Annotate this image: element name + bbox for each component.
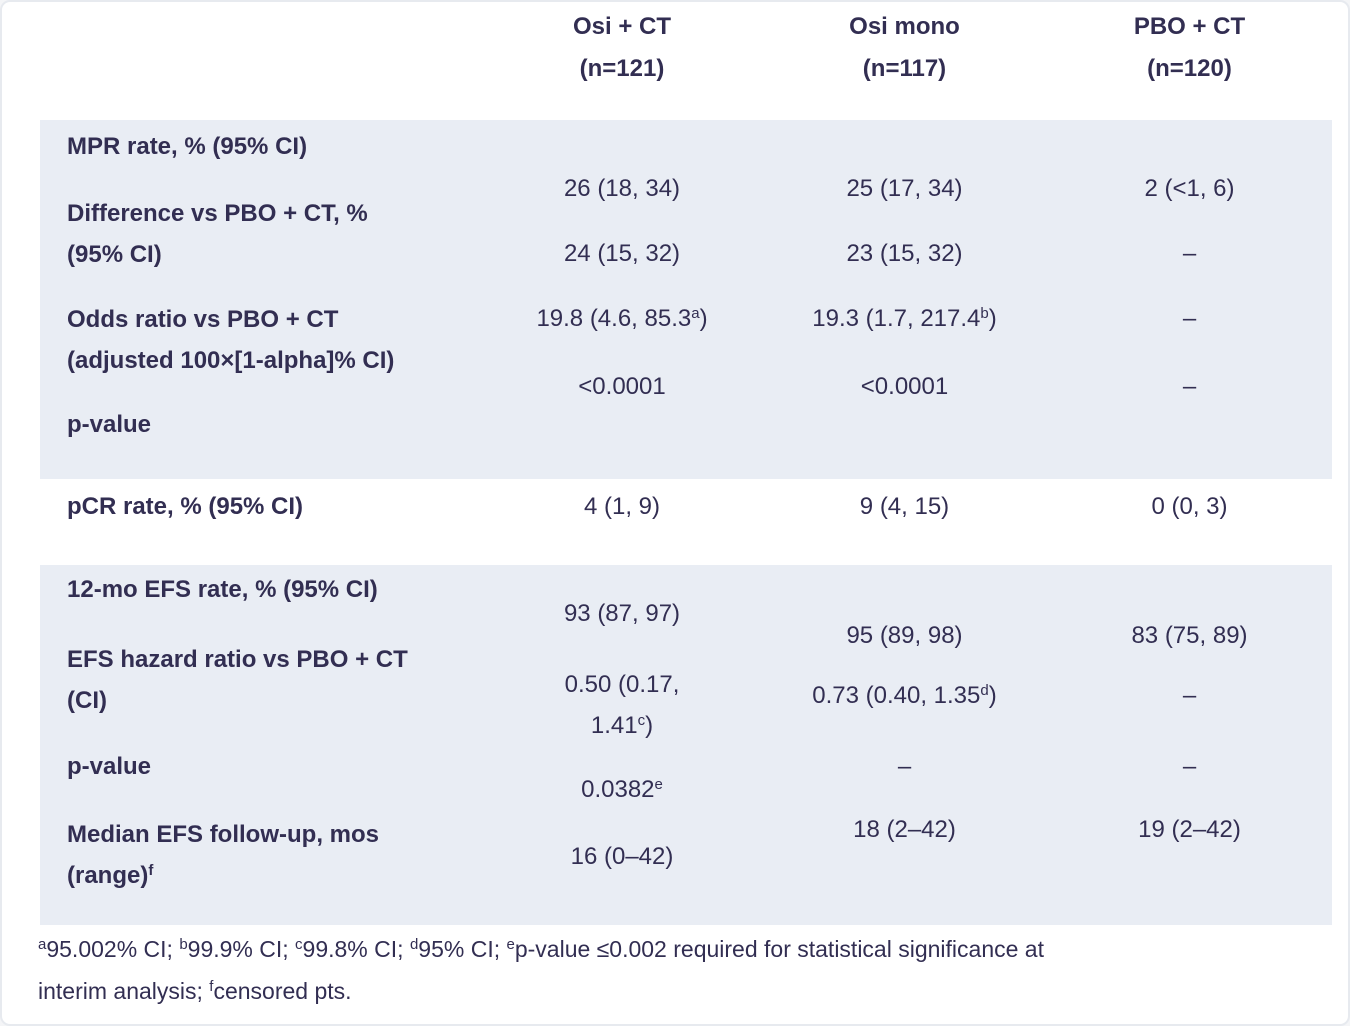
column-header-osi-ct: Osi + CT (n=121)	[482, 6, 762, 90]
value-superscript: c	[637, 712, 646, 729]
value-cell: 0 (0, 3)	[1151, 493, 1228, 520]
value-cell: 9 (4, 15)	[859, 493, 950, 520]
value-cell-dash: –	[1182, 753, 1197, 780]
value-cell: 26 (18, 34)	[563, 175, 681, 202]
value-cell-dash: –	[1182, 373, 1197, 400]
value-cell: 18 (2–42)	[853, 816, 956, 843]
row-label-p-value: p-value	[67, 411, 152, 438]
value-cell: 4 (1, 9)	[583, 493, 661, 520]
value-cell: 93 (87, 97)	[563, 600, 681, 627]
footnote: a95.002% CI; b99.9% CI; c99.8% CI; d95% …	[38, 936, 1044, 1004]
column-header-name: Osi + CT	[572, 13, 672, 40]
footnote-superscript: d	[409, 936, 419, 953]
column-header-osi-mono: Osi mono (n=117)	[762, 6, 1047, 90]
value-cell: 19.3 (1.7, 217.4b)	[812, 305, 997, 332]
value-cell: 0.50 (0.17, 1.41c)	[564, 671, 680, 739]
value-cell: 25 (17, 34)	[846, 175, 963, 202]
value-superscript: e	[654, 776, 663, 793]
value-cell: 95 (89, 98)	[846, 622, 963, 649]
mpr-section-block: MPR rate, % (95% CI) Difference vs PBO +…	[40, 120, 1332, 479]
column-header-n: (n=121)	[579, 55, 665, 82]
footnote-superscript: f	[209, 978, 214, 995]
row-label-median-efs-followup: Median EFS follow-up, mos (range)f	[67, 821, 379, 889]
value-cell: 2 (<1, 6)	[1144, 175, 1235, 202]
row-label-mpr-rate: MPR rate, % (95% CI)	[67, 133, 308, 160]
value-superscript: d	[980, 682, 989, 699]
value-cell: 0.73 (0.40, 1.35d)	[812, 682, 997, 709]
value-superscript: a	[691, 305, 700, 322]
column-header-name: PBO + CT	[1133, 13, 1246, 40]
value-cell-dash: –	[1182, 305, 1197, 332]
row-label-pcr-rate: pCR rate, % (95% CI)	[67, 493, 304, 520]
value-cell: 19 (2–42)	[1138, 816, 1241, 843]
column-header-pbo-ct: PBO + CT (n=120)	[1047, 6, 1332, 90]
row-label-difference: Difference vs PBO + CT, % (95% CI)	[67, 200, 368, 268]
row-label-efs-hazard-ratio: EFS hazard ratio vs PBO + CT (CI)	[67, 646, 408, 714]
value-cell: 23 (15, 32)	[846, 240, 963, 267]
value-cell: 24 (15, 32)	[563, 240, 681, 267]
footnote-superscript: e	[506, 936, 515, 953]
value-cell-dash: –	[1182, 240, 1197, 267]
footnote-superscript: a	[38, 936, 47, 953]
footnote-superscript: c	[295, 936, 303, 953]
column-header-n: (n=117)	[862, 55, 947, 82]
value-cell: 83 (75, 89)	[1131, 622, 1248, 649]
column-header-name: Osi mono	[849, 13, 960, 40]
value-cell: <0.0001	[578, 373, 666, 400]
efs-section-block: 12-mo EFS rate, % (95% CI) EFS hazard ra…	[40, 565, 1332, 925]
value-cell: 0.0382e	[581, 776, 663, 803]
value-superscript: b	[980, 305, 989, 322]
label-superscript: f	[148, 862, 154, 879]
value-cell: <0.0001	[860, 373, 949, 400]
row-label-efs-rate: 12-mo EFS rate, % (95% CI)	[67, 576, 378, 603]
value-cell-dash: –	[897, 753, 912, 780]
value-cell-dash: –	[1182, 682, 1197, 709]
row-label-efs-p-value: p-value	[67, 753, 152, 780]
footnote-superscript: b	[179, 936, 188, 953]
value-cell: 19.8 (4.6, 85.3a)	[536, 305, 708, 332]
row-label-odds-ratio: Odds ratio vs PBO + CT (adjusted 100×[1-…	[67, 306, 395, 374]
column-header-n: (n=120)	[1147, 55, 1232, 82]
value-cell: 16 (0–42)	[570, 843, 674, 870]
